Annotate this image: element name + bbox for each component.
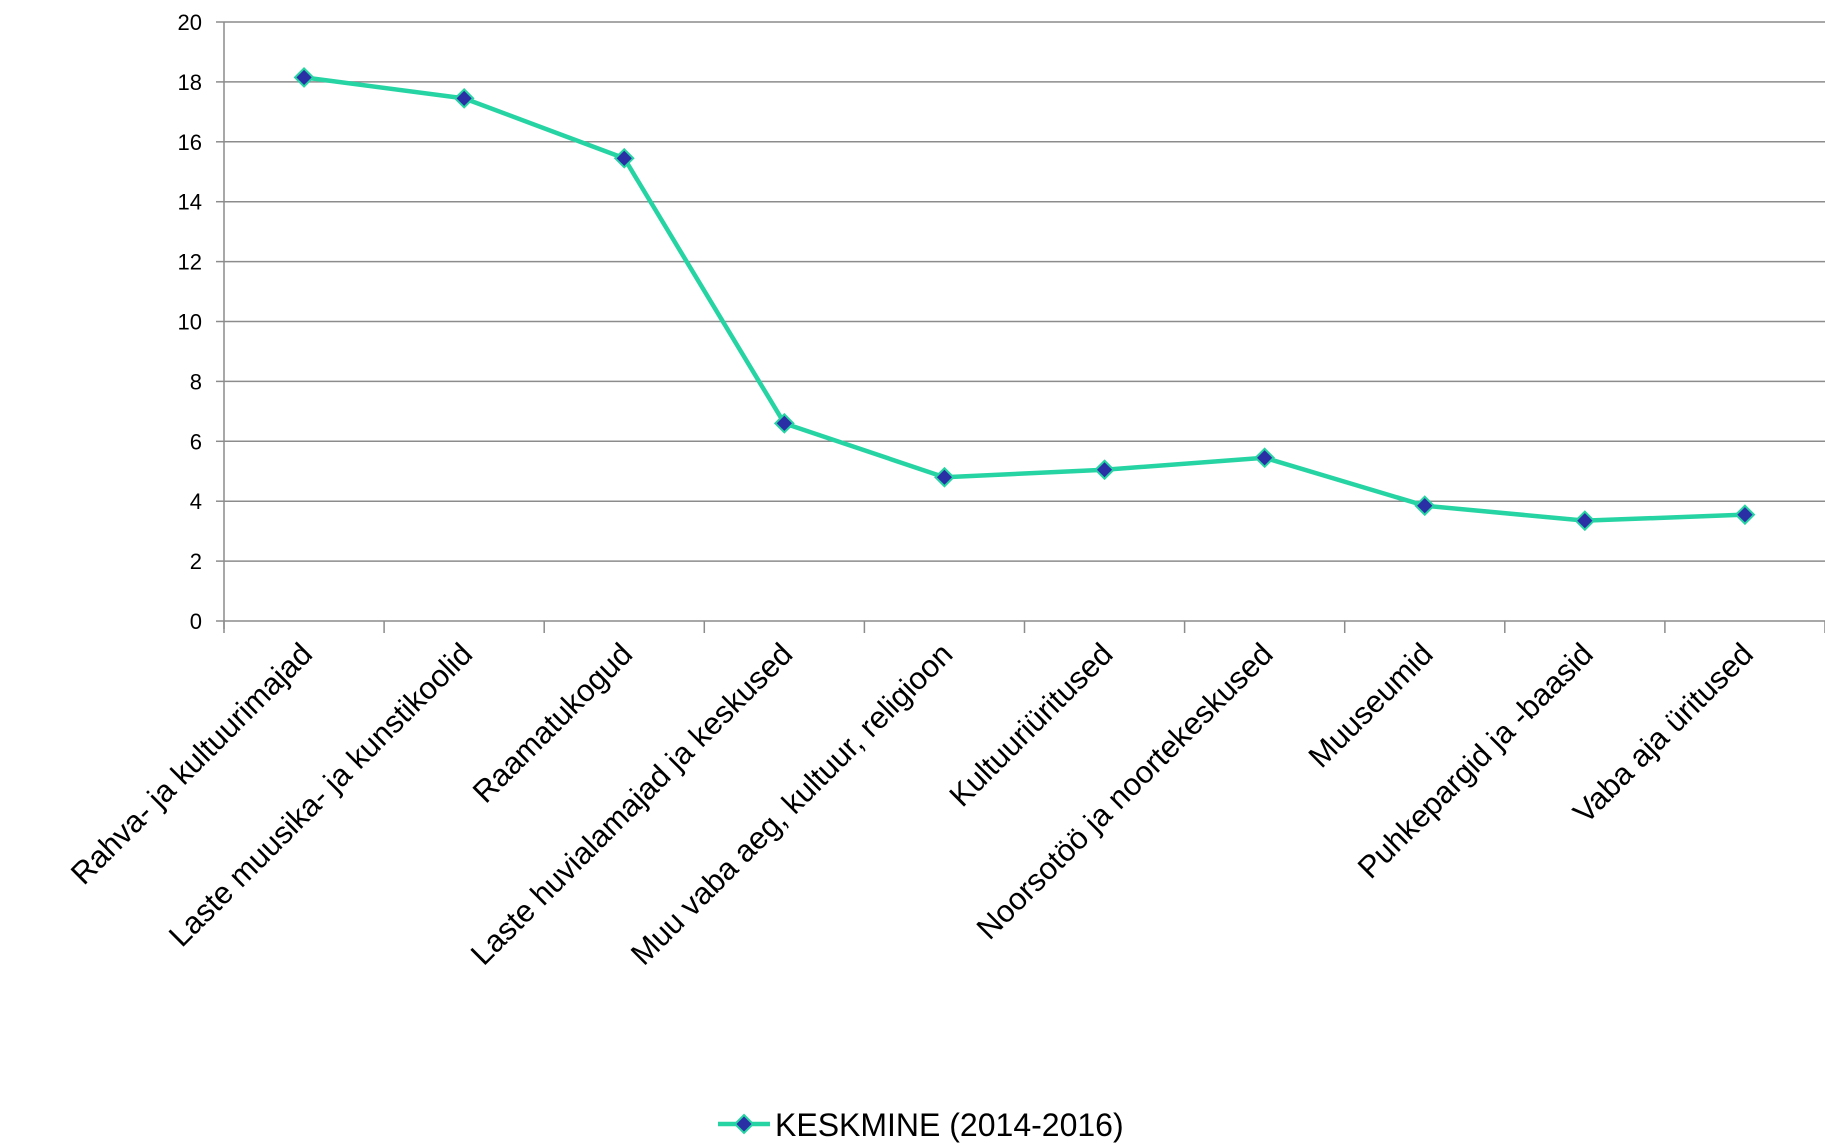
data-point-marker	[1094, 459, 1115, 481]
y-tick-label: 14	[178, 190, 202, 215]
gridlines	[224, 21, 1825, 562]
y-tick-label: 16	[178, 130, 202, 155]
series	[293, 66, 1756, 532]
legend-marker-swatch	[733, 1113, 755, 1135]
x-category-label: Muuseumid	[1302, 636, 1440, 774]
y-tick-label: 18	[178, 70, 202, 95]
y-tick-label: 8	[190, 369, 202, 394]
x-category-label: Kultuuriüritused	[942, 636, 1119, 813]
legend-label: KESKMINE (2014-2016)	[775, 1107, 1124, 1143]
data-point-marker	[1574, 510, 1596, 532]
x-category-label: Raamatukogud	[466, 636, 639, 809]
y-tick-label: 2	[190, 549, 202, 574]
y-tick-label: 10	[178, 310, 202, 335]
x-category-label: Laste huvialamajad ja keskused	[464, 636, 799, 971]
x-category-label: Noorsotöö ja noortekeskused	[970, 636, 1280, 946]
data-point-marker	[1254, 447, 1276, 469]
series-line	[301, 75, 1748, 523]
y-tick-label: 0	[190, 609, 202, 634]
data-point-marker	[773, 412, 795, 434]
y-tick-labels: 0 2 4 6 8 10 12 14 16 18 20	[178, 10, 202, 634]
data-point-marker	[1414, 495, 1436, 517]
data-point-marker	[453, 87, 475, 109]
data-point-marker	[613, 147, 635, 169]
data-point-marker	[1734, 504, 1756, 526]
y-tick-label: 6	[190, 429, 202, 454]
data-point-marker	[934, 466, 955, 488]
x-category-label: Laste muusika- ja kunstikoolid	[162, 636, 479, 953]
data-point-marker	[293, 66, 315, 88]
y-tick-label: 12	[178, 250, 202, 275]
y-tick-label: 20	[178, 10, 202, 35]
x-category-label: Muu vaba aeg, kultuur, religioon	[624, 636, 959, 971]
legend: KESKMINE (2014-2016)	[718, 1107, 1124, 1143]
y-tick-label: 4	[190, 489, 202, 514]
axes	[216, 21, 1825, 633]
